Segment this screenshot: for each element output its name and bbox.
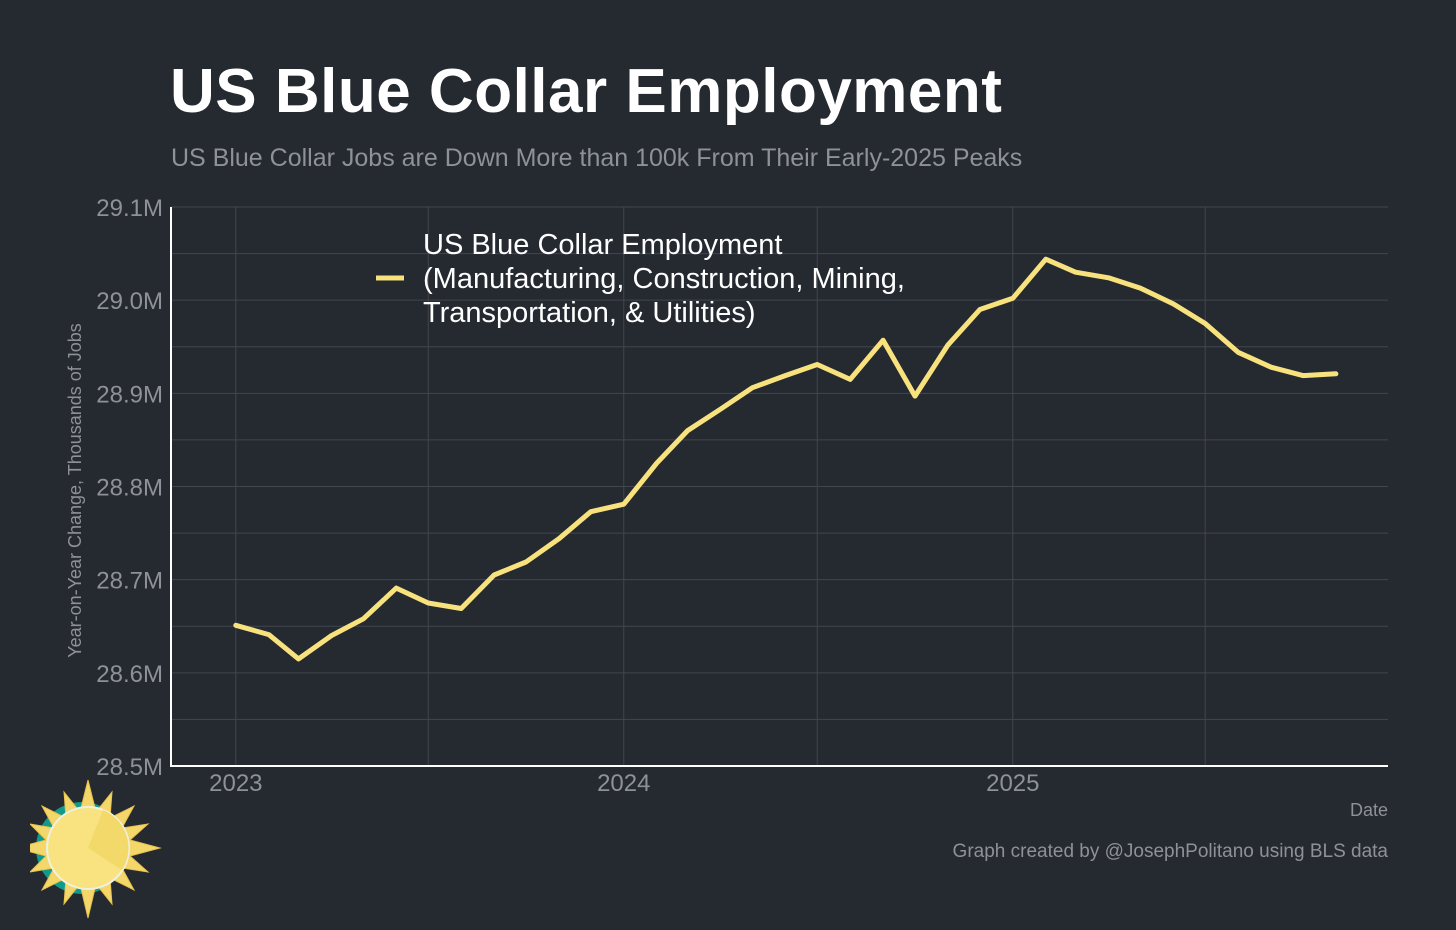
y-tick-label: 28.5M bbox=[96, 754, 163, 781]
sun-logo-icon bbox=[30, 779, 162, 919]
logo-sun-shade bbox=[88, 810, 129, 870]
x-tick-labels: 2023 2024 2025 bbox=[209, 770, 1039, 797]
y-tick-label: 28.8M bbox=[96, 475, 163, 502]
grid-lines bbox=[171, 206, 1388, 767]
y-tick-label: 28.7M bbox=[96, 568, 163, 595]
x-tick-label: 2024 bbox=[597, 770, 650, 797]
y-tick-label: 29.1M bbox=[96, 195, 163, 222]
legend-label-line-1: US Blue Collar Employment bbox=[423, 229, 782, 261]
y-axis-title: Year-on-Year Change, Thousands of Jobs bbox=[65, 323, 85, 658]
x-axis-title: Date bbox=[1349, 800, 1388, 820]
y-tick-labels: 28.5M 28.6M 28.7M 28.8M 28.9M 29.0M 29.1M bbox=[96, 195, 163, 781]
chart-subtitle: US Blue Collar Jobs are Down More than 1… bbox=[171, 144, 1023, 172]
x-tick-label: 2025 bbox=[986, 770, 1039, 797]
legend-label-line-2: (Manufacturing, Construction, Mining, bbox=[423, 263, 905, 295]
legend-label-line-3: Transportation, & Utilities) bbox=[423, 297, 756, 329]
y-tick-label: 28.6M bbox=[96, 661, 163, 688]
source-credit: Graph created by @JosephPolitano using B… bbox=[952, 841, 1388, 862]
y-tick-label: 28.9M bbox=[96, 381, 163, 408]
chart-title: US Blue Collar Employment bbox=[170, 57, 1003, 126]
y-tick-label: 29.0M bbox=[96, 288, 163, 315]
x-tick-label: 2023 bbox=[209, 770, 262, 797]
series-line-blue-collar-employment bbox=[233, 256, 1339, 662]
legend: US Blue Collar Employment (Manufacturing… bbox=[376, 229, 905, 329]
